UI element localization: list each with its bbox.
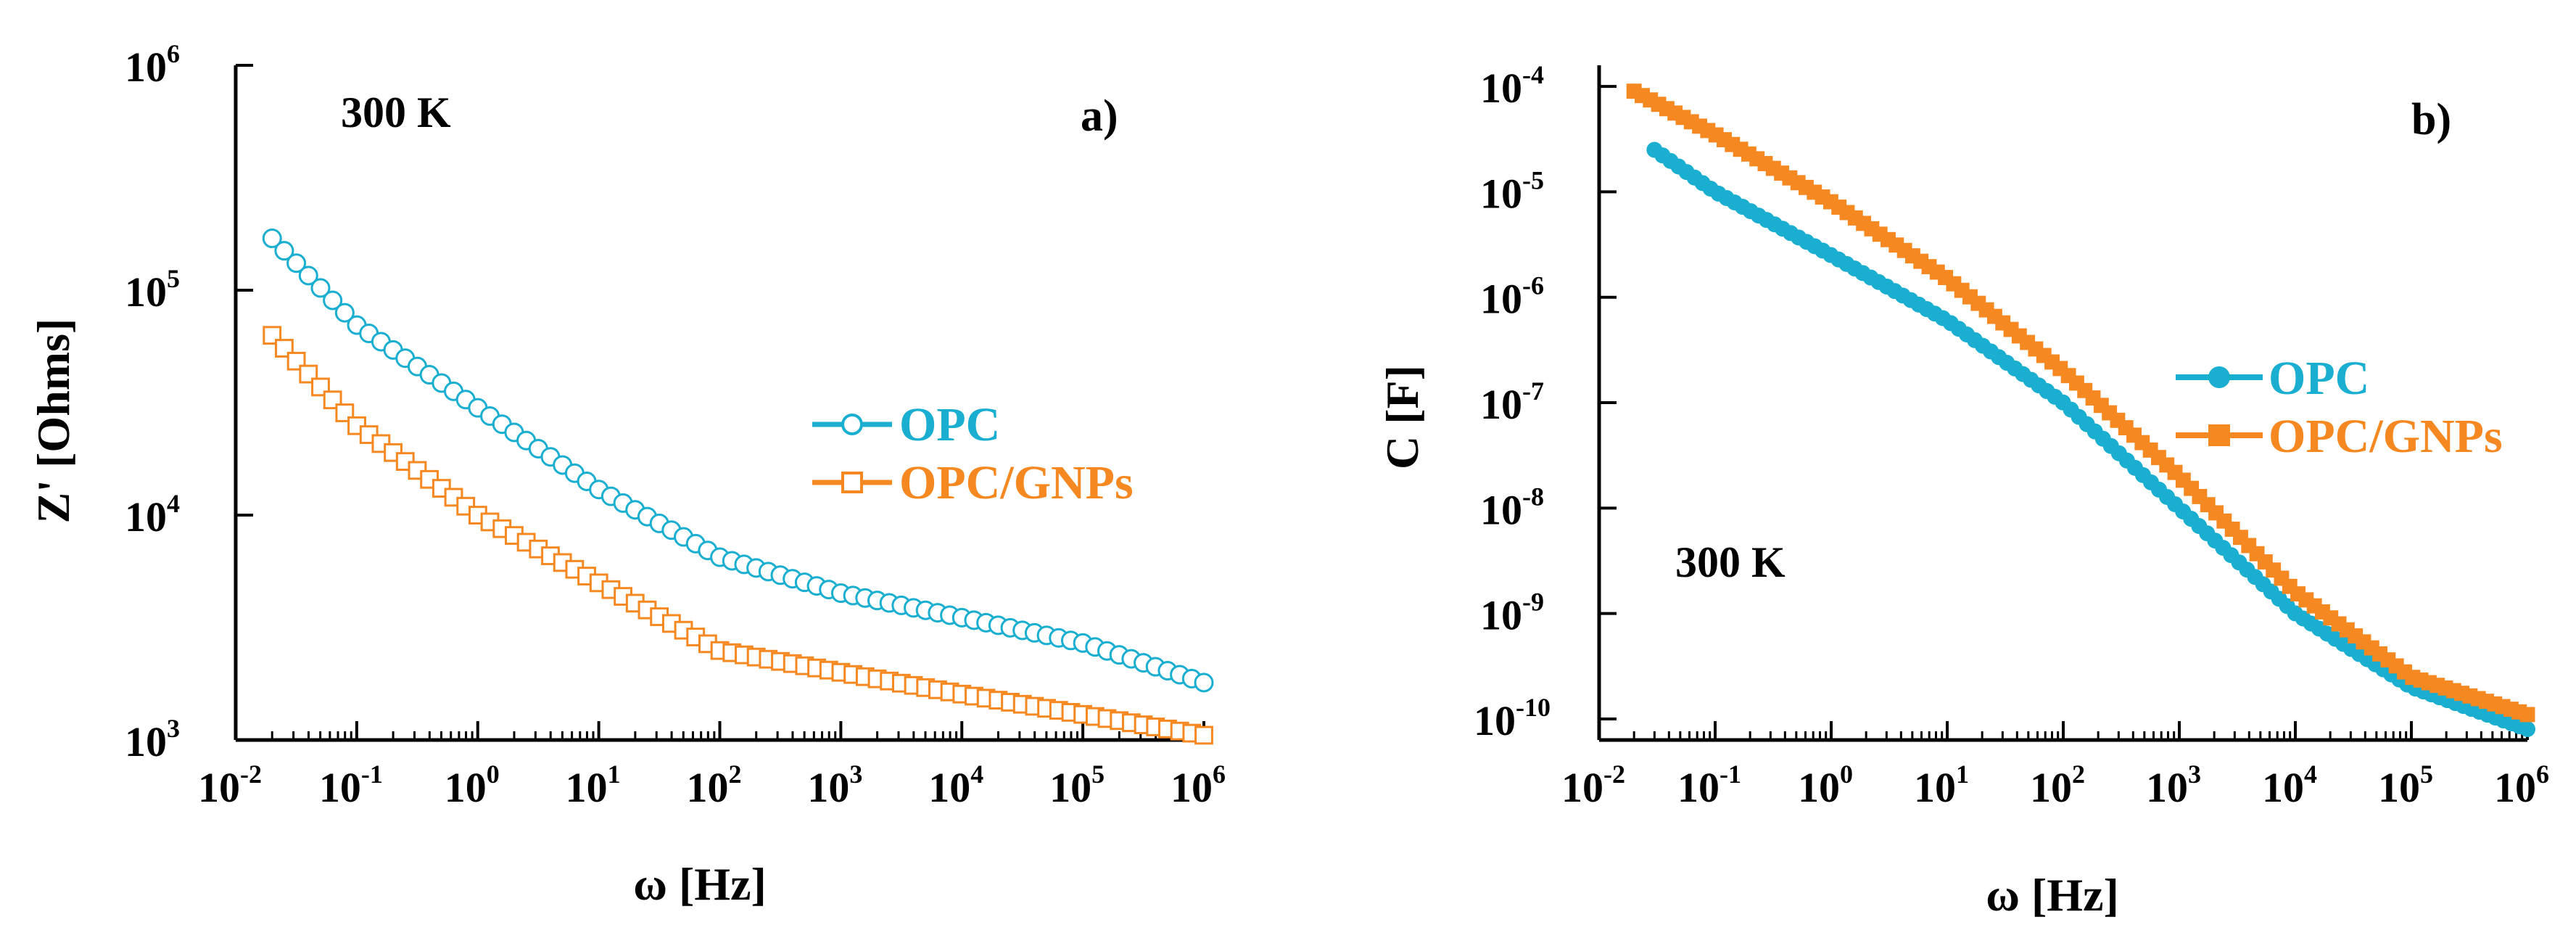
y-tick-label: 10-4	[1480, 60, 1544, 112]
panel-b-y-axis-title: C [F]	[1376, 365, 1428, 469]
legend-b-gnps-marker	[2208, 424, 2230, 446]
panel-a-x-axis-title: ω [Hz]	[633, 858, 767, 910]
panel-a-impedance-chart: 10-2 10-1 100 101 102 103 104 105 106 103 104 105 10…	[28, 39, 1226, 910]
panel-a-ticks: 10-2 10-1 100 101 102 103 104 105 106 103 104 105 10…	[125, 39, 1226, 811]
x-tick-label: 106	[1171, 760, 1226, 811]
x-tick-label: 103	[2146, 760, 2201, 811]
data-point-circle	[323, 290, 343, 311]
data-point-circle	[262, 229, 282, 249]
y-tick-label: 106	[125, 39, 180, 91]
y-tick-label: 104	[125, 489, 180, 540]
x-tick-label: 100	[445, 760, 500, 811]
x-tick-label: 106	[2494, 760, 2549, 811]
data-point-square	[2519, 707, 2535, 723]
series-opc-gnps	[1626, 83, 2535, 723]
x-tick-label: 100	[1798, 760, 1853, 811]
x-tick-label: 10-2	[198, 760, 262, 811]
legend-b-opc-marker	[2208, 366, 2230, 388]
panel-b-annotation: 300 K	[1675, 538, 1786, 586]
panel-b-x-axis-title: ω [Hz]	[1986, 869, 2119, 921]
x-tick-label: 10-2	[1561, 760, 1625, 811]
x-tick-label: 10-1	[1677, 760, 1741, 811]
panel-b-ticks: 10-2 10-1 100 101 102 103 104 105 106 10-10 10-9 10…	[1474, 60, 2549, 811]
data-point-circle	[1194, 673, 1214, 693]
x-tick-label: 105	[2378, 760, 2433, 811]
x-tick-label: 102	[2030, 760, 2085, 811]
y-tick-label: 10-8	[1480, 482, 1544, 533]
panel-b-capacitance-chart: 10-2 10-1 100 101 102 103 104 105 106 10-10 10-9 10…	[1376, 60, 2549, 921]
panel-a-series	[262, 229, 1214, 745]
panel-a-annotation: 300 K	[341, 89, 451, 136]
panel-b-series	[1626, 83, 2535, 738]
legend-a-gnps-marker	[841, 472, 863, 493]
data-point-circle	[310, 278, 331, 298]
legend-b-gnps-label: OPC/GNPs	[2269, 410, 2503, 463]
series-line	[271, 334, 1205, 737]
y-tick-label: 10-6	[1480, 271, 1544, 323]
x-tick-label: 10-1	[319, 760, 383, 811]
panel-b-legend: OPC OPC/GNPs	[2176, 352, 2503, 463]
data-point-square	[1194, 725, 1213, 745]
y-tick-label: 10-10	[1474, 693, 1551, 744]
legend-b-opc-label: OPC	[2269, 352, 2369, 405]
legend-a-gnps-label: OPC/GNPs	[899, 456, 1134, 509]
series-opc	[262, 229, 1214, 693]
x-tick-label: 104	[2262, 760, 2317, 811]
x-tick-label: 105	[1049, 760, 1105, 811]
x-tick-label: 101	[566, 760, 621, 811]
data-point-circle	[298, 266, 318, 286]
y-tick-label: 10-7	[1480, 377, 1544, 428]
x-tick-label: 104	[928, 760, 983, 811]
data-point-circle	[2519, 721, 2535, 738]
data-point-circle	[286, 253, 307, 274]
data-point-circle	[274, 241, 294, 261]
panel-a-y-axis-title: Z' [Ohms]	[28, 318, 79, 524]
data-point-circle	[334, 303, 355, 323]
y-tick-label: 10-5	[1480, 165, 1544, 217]
panel-a-letter: a)	[1081, 91, 1118, 141]
panel-b-letter: b)	[2411, 95, 2451, 144]
y-tick-label: 105	[125, 264, 180, 316]
y-tick-label: 103	[125, 714, 180, 765]
x-tick-label: 101	[1914, 760, 1969, 811]
series-opc-gnps	[263, 326, 1213, 745]
x-tick-label: 102	[687, 760, 742, 811]
series-line	[1632, 89, 2528, 717]
y-tick-label: 10-9	[1480, 588, 1544, 639]
x-tick-label: 103	[807, 760, 862, 811]
panel-a-legend: OPC OPC/GNPs	[812, 398, 1134, 509]
legend-a-opc-label: OPC	[899, 398, 1000, 451]
legend-a-opc-marker	[841, 414, 863, 435]
